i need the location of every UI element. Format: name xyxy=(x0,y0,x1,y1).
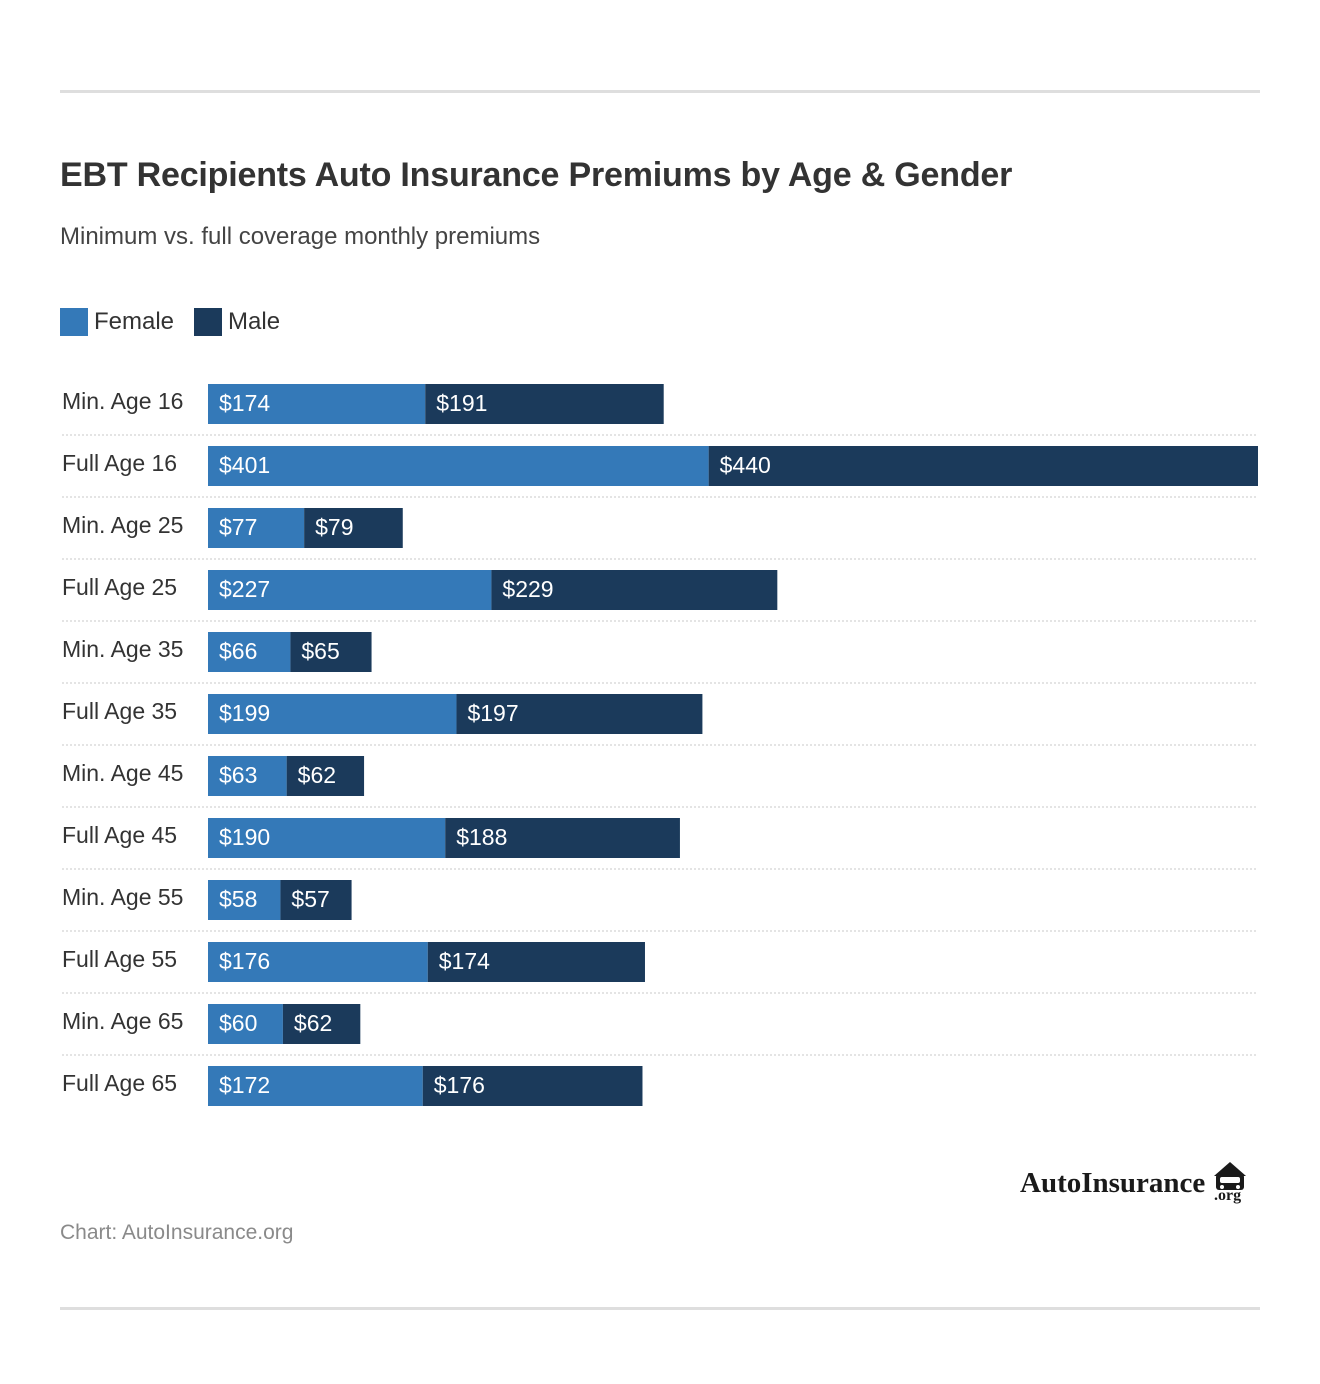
data-label-male-full-age-16: $440 xyxy=(720,452,771,478)
bar-female-min-age-16 xyxy=(208,384,426,424)
category-label-min-age-16: Min. Age 16 xyxy=(62,388,183,414)
data-label-female-full-age-25: $227 xyxy=(219,576,270,602)
data-label-male-min-age-16: $191 xyxy=(436,390,487,416)
category-label-min-age-65: Min. Age 65 xyxy=(62,1008,183,1034)
legend-swatch-male xyxy=(194,308,223,336)
legend-item-male: Male xyxy=(194,308,280,336)
data-label-male-full-age-35: $197 xyxy=(467,700,518,726)
data-label-female-min-age-45: $63 xyxy=(219,762,257,788)
category-label-full-age-16: Full Age 16 xyxy=(62,450,177,476)
category-label-min-age-55: Min. Age 55 xyxy=(62,884,183,910)
bar-female-min-age-65 xyxy=(208,1004,283,1044)
data-label-female-min-age-35: $66 xyxy=(219,638,257,664)
category-label-full-age-45: Full Age 45 xyxy=(62,822,177,848)
bottom-divider xyxy=(60,1307,1260,1310)
chart-subtitle: Minimum vs. full coverage monthly premiu… xyxy=(60,223,541,250)
data-label-male-min-age-45: $62 xyxy=(298,762,336,788)
data-label-female-min-age-65: $60 xyxy=(219,1010,257,1036)
bar-male-full-age-65 xyxy=(422,1066,643,1106)
data-label-female-min-age-55: $58 xyxy=(219,886,257,912)
legend-item-female: Female xyxy=(60,308,174,336)
category-label-min-age-25: Min. Age 25 xyxy=(62,512,183,538)
bar-male-min-age-16 xyxy=(425,384,664,424)
bar-female-full-age-65 xyxy=(208,1066,423,1106)
bar-male-min-age-25 xyxy=(304,508,403,548)
data-label-male-min-age-25: $79 xyxy=(315,514,353,540)
bar-female-full-age-25 xyxy=(208,570,492,610)
legend-swatch-female xyxy=(60,308,88,336)
bar-female-min-age-55 xyxy=(208,880,281,920)
data-label-male-min-age-65: $62 xyxy=(294,1010,332,1036)
legend-label-male: Male xyxy=(228,308,281,335)
bar-male-full-age-55 xyxy=(427,942,645,982)
category-label-full-age-65: Full Age 65 xyxy=(62,1070,177,1096)
bar-male-full-age-35 xyxy=(456,694,703,734)
legend-label-female: Female xyxy=(94,308,175,335)
bar-female-min-age-45 xyxy=(208,756,287,796)
data-label-male-full-age-45: $188 xyxy=(456,824,507,850)
bar-female-full-age-55 xyxy=(208,942,428,982)
chart-source: Chart: AutoInsurance.org xyxy=(60,1221,294,1244)
data-label-male-full-age-65: $176 xyxy=(434,1072,485,1098)
category-label-full-age-35: Full Age 35 xyxy=(62,698,177,724)
bar-male-full-age-45 xyxy=(445,818,680,858)
data-label-female-min-age-25: $77 xyxy=(219,514,257,540)
logo-suffix: .org xyxy=(1214,1187,1241,1204)
bar-female-min-age-25 xyxy=(208,508,305,548)
category-label-full-age-25: Full Age 25 xyxy=(62,574,177,600)
data-label-female-full-age-16: $401 xyxy=(219,452,270,478)
bar-female-full-age-16 xyxy=(208,446,709,486)
data-label-female-full-age-55: $176 xyxy=(219,948,270,974)
data-label-female-full-age-65: $172 xyxy=(219,1072,270,1098)
bar-female-min-age-35 xyxy=(208,632,291,672)
chart-title: EBT Recipients Auto Insurance Premiums b… xyxy=(60,156,1013,194)
data-label-male-min-age-35: $65 xyxy=(301,638,339,664)
data-label-male-full-age-25: $229 xyxy=(502,576,553,602)
bar-female-full-age-35 xyxy=(208,694,457,734)
bar-male-full-age-25 xyxy=(491,570,778,610)
bar-male-full-age-16 xyxy=(708,446,1258,486)
chart-legend: Female Male xyxy=(60,306,300,338)
data-label-female-full-age-45: $190 xyxy=(219,824,270,850)
data-label-male-full-age-55: $174 xyxy=(439,948,490,974)
bar-male-min-age-55 xyxy=(280,880,352,920)
bar-male-min-age-35 xyxy=(290,632,372,672)
bar-female-full-age-45 xyxy=(208,818,446,858)
bar-chart: Min. Age 16 $174 $191 Full Age 16 $401 $440 Mi… xyxy=(62,384,1258,1106)
bar-male-min-age-65 xyxy=(282,1004,361,1044)
category-label-min-age-45: Min. Age 45 xyxy=(62,760,183,786)
car-icon xyxy=(1214,1162,1246,1190)
logo-wordmark: AutoInsurance xyxy=(1020,1167,1205,1199)
data-label-female-full-age-35: $199 xyxy=(219,700,270,726)
top-divider xyxy=(60,90,1260,93)
data-label-female-min-age-16: $174 xyxy=(219,390,270,416)
category-label-full-age-55: Full Age 55 xyxy=(62,946,177,972)
bar-male-min-age-45 xyxy=(286,756,365,796)
data-label-male-min-age-55: $57 xyxy=(291,886,329,912)
autoinsurance-logo: AutoInsurance .org xyxy=(1020,1162,1246,1204)
category-label-min-age-35: Min. Age 35 xyxy=(62,636,183,662)
